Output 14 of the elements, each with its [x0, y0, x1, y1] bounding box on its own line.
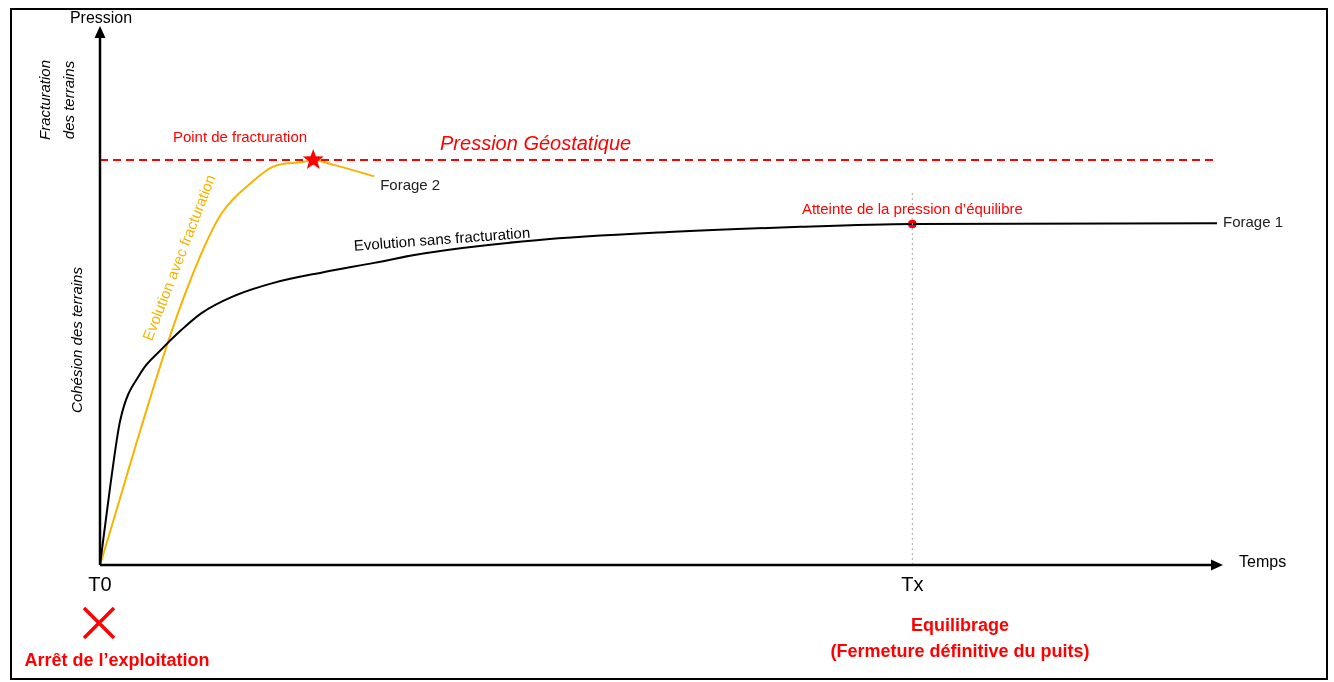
x-tick-label: Tx: [901, 572, 924, 595]
text: Arrêt de l’exploitation: [24, 649, 210, 670]
annotation: Point de fracturation: [172, 128, 308, 146]
series-label: Forage 1: [1223, 213, 1284, 231]
x-axis-title: Temps: [1239, 553, 1287, 571]
series-label: Forage 2: [380, 176, 441, 194]
text: Pression: [69, 9, 133, 27]
text: Cohésion des terrains: [68, 266, 86, 413]
ref-line-label: Pression Géostatique: [440, 131, 632, 154]
annotation: Atteinte de la pression d’équilibre: [801, 200, 1023, 218]
annotation: Evolution sans fracturation: [353, 223, 531, 254]
text: Fracturation des terrains: [36, 59, 78, 141]
text: Equilibrage (Fermeture définitive du puits): [830, 614, 1090, 661]
x-tick-label: T0: [88, 572, 112, 595]
